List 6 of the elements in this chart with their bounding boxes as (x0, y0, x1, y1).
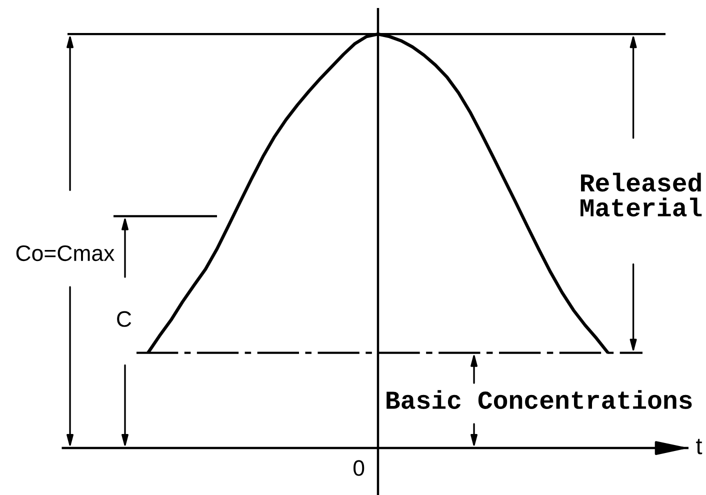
annotation: Released Material (580, 172, 702, 217)
annotation: Basic Concentrations (386, 390, 692, 409)
annotation: C (117, 311, 132, 327)
annotation: Co=Cmax (16, 245, 114, 262)
text: 0 (354, 460, 364, 476)
x-axis-title: t (696, 438, 702, 454)
